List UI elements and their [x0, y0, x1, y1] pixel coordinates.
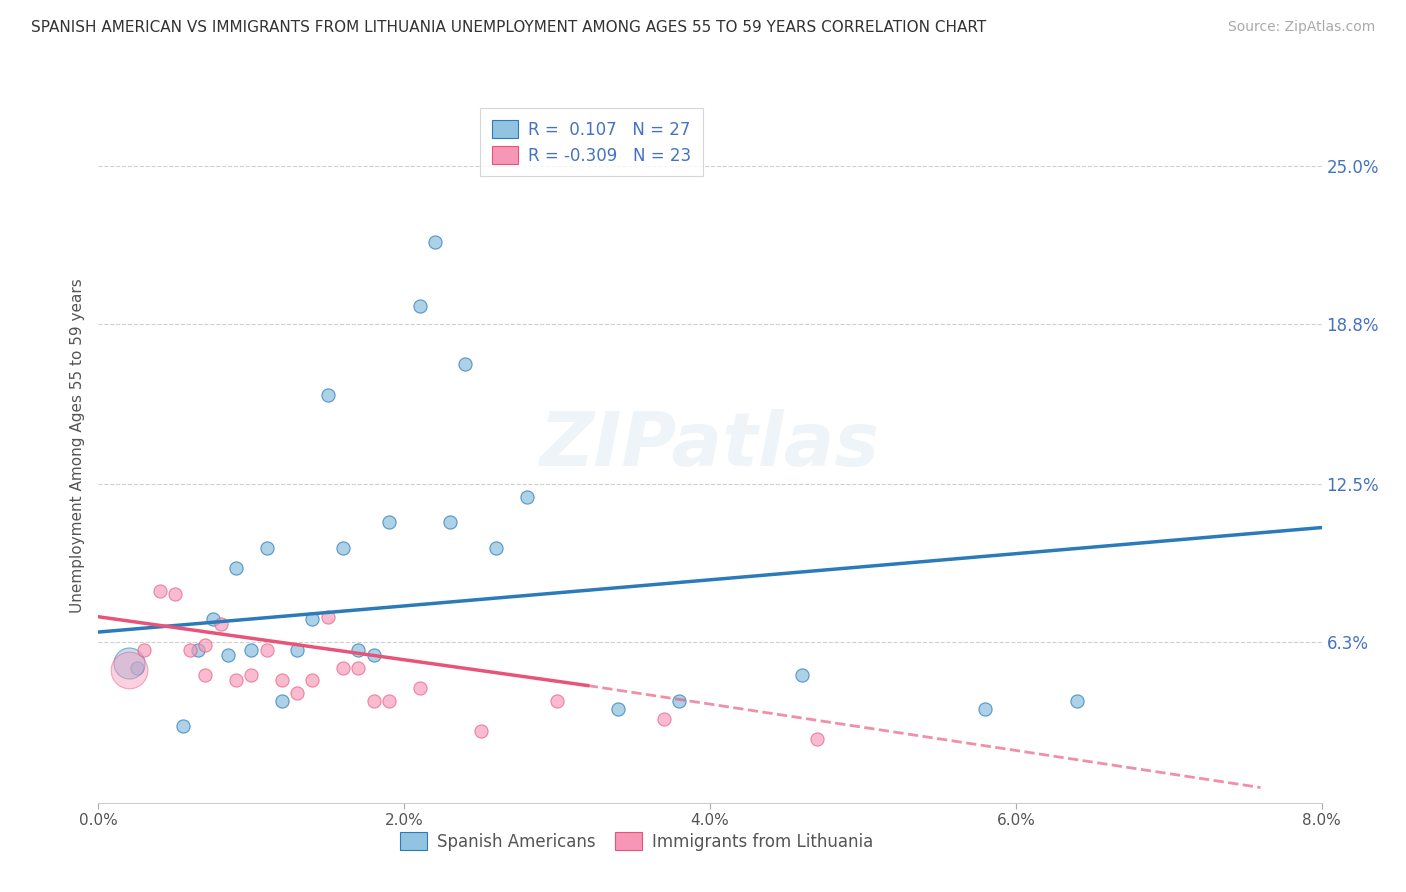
Point — [194, 638, 217, 652]
Point — [378, 694, 401, 708]
Point — [217, 648, 239, 662]
Point — [125, 661, 148, 675]
Point — [652, 712, 675, 726]
Point — [172, 719, 194, 733]
Point — [149, 584, 172, 599]
Point — [316, 388, 339, 402]
Point — [270, 673, 294, 688]
Text: Source: ZipAtlas.com: Source: ZipAtlas.com — [1227, 20, 1375, 34]
Point — [301, 673, 323, 688]
Point — [256, 643, 278, 657]
Point — [194, 668, 217, 682]
Point — [408, 681, 430, 695]
Text: SPANISH AMERICAN VS IMMIGRANTS FROM LITHUANIA UNEMPLOYMENT AMONG AGES 55 TO 59 Y: SPANISH AMERICAN VS IMMIGRANTS FROM LITH… — [31, 20, 986, 35]
Point — [225, 673, 247, 688]
Point — [202, 612, 225, 626]
Point — [118, 656, 141, 670]
Point — [209, 617, 232, 632]
Point — [454, 358, 477, 372]
Point — [408, 299, 430, 313]
Y-axis label: Unemployment Among Ages 55 to 59 years: Unemployment Among Ages 55 to 59 years — [69, 278, 84, 614]
Point — [316, 609, 339, 624]
Point — [270, 694, 294, 708]
Point — [607, 701, 630, 715]
Point — [332, 541, 354, 555]
Point — [363, 648, 385, 662]
Point — [163, 587, 186, 601]
Point — [347, 661, 370, 675]
Point — [301, 612, 323, 626]
Point — [187, 643, 209, 657]
Point — [179, 643, 201, 657]
Point — [378, 516, 401, 530]
Point — [332, 661, 354, 675]
Point — [668, 694, 690, 708]
Point — [240, 643, 263, 657]
Point — [285, 643, 308, 657]
Point — [134, 643, 156, 657]
Point — [225, 561, 247, 575]
Point — [240, 668, 263, 682]
Point — [806, 732, 828, 747]
Point — [790, 668, 813, 682]
Point — [439, 516, 461, 530]
Point — [285, 686, 308, 700]
Point — [347, 643, 370, 657]
Point — [256, 541, 278, 555]
Point — [423, 235, 446, 249]
Point — [485, 541, 508, 555]
Text: ZIPatlas: ZIPatlas — [540, 409, 880, 483]
Legend: Spanish Americans, Immigrants from Lithuania: Spanish Americans, Immigrants from Lithu… — [388, 821, 884, 863]
Point — [470, 724, 492, 739]
Point — [1066, 694, 1088, 708]
Point — [363, 694, 385, 708]
Point — [546, 694, 568, 708]
Point — [118, 663, 141, 677]
Point — [516, 490, 538, 504]
Point — [974, 701, 997, 715]
